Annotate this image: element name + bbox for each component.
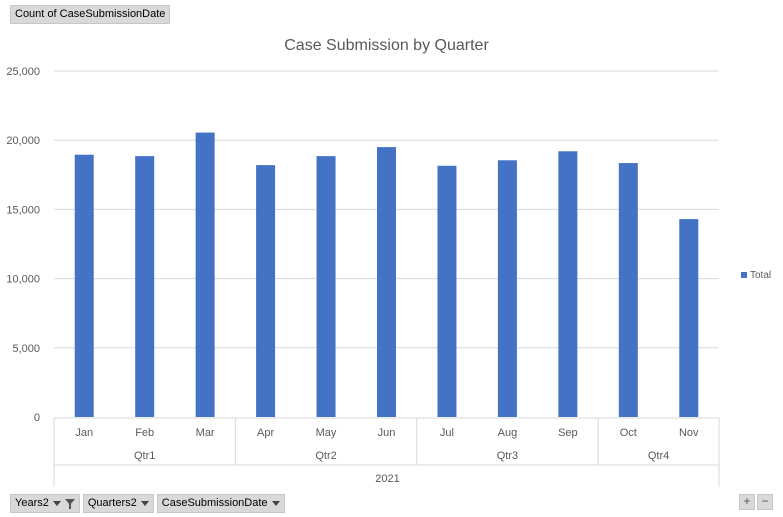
- year-label: 2021: [375, 473, 399, 485]
- quarter-label: Qtr2: [315, 450, 336, 462]
- bar-jul: [437, 165, 457, 417]
- x-tick-label: May: [316, 427, 337, 439]
- bar-nov: [679, 219, 699, 417]
- date-field-label: CaseSubmissionDate: [161, 497, 268, 509]
- y-tick-label: 10,000: [6, 274, 40, 286]
- y-tick-label: 15,000: [6, 204, 40, 216]
- bar-oct: [618, 163, 638, 417]
- x-tick-label: Aug: [498, 427, 518, 439]
- years-field-button[interactable]: Years2: [10, 494, 80, 513]
- quarter-label: Qtr1: [134, 450, 155, 462]
- bar-aug: [497, 160, 517, 417]
- filter-icon: [64, 498, 75, 509]
- zoom-controls: + −: [739, 494, 773, 510]
- legend: Total: [741, 270, 771, 281]
- x-tick-label: Jul: [440, 427, 454, 439]
- legend-swatch: [741, 272, 747, 278]
- x-tick-label: Jan: [75, 427, 93, 439]
- axis-field-buttons: Years2 Quarters2 CaseSubmissionDate: [10, 494, 285, 513]
- x-tick-label: Apr: [257, 427, 274, 439]
- collapse-button[interactable]: −: [757, 494, 773, 510]
- y-tick-label: 25,000: [6, 66, 40, 78]
- quarter-label: Qtr3: [497, 450, 518, 462]
- quarters-field-button[interactable]: Quarters2: [82, 494, 154, 513]
- chart-title: Case Submission by Quarter: [284, 37, 489, 54]
- value-field-label: Count of CaseSubmissionDate: [15, 8, 166, 20]
- date-field-button[interactable]: CaseSubmissionDate: [156, 494, 285, 513]
- bar-feb: [135, 156, 155, 417]
- x-tick-label: Oct: [620, 427, 637, 439]
- legend-label: Total: [750, 270, 771, 281]
- dropdown-arrow-icon: [271, 501, 280, 506]
- x-tick-label: Feb: [135, 427, 154, 439]
- x-tick-label: Jun: [378, 427, 396, 439]
- x-tick-label: Sep: [558, 427, 578, 439]
- bar-may: [316, 156, 336, 417]
- dropdown-arrow-icon: [52, 501, 61, 506]
- bar-jun: [377, 147, 396, 417]
- bar-series: [74, 132, 699, 417]
- bar-mar: [195, 132, 215, 417]
- years-field-label: Years2: [15, 497, 49, 509]
- y-tick-label: 0: [34, 412, 40, 424]
- expand-button[interactable]: +: [739, 494, 755, 510]
- dropdown-arrow-icon: [140, 501, 149, 506]
- bar-sep: [558, 151, 578, 417]
- bar-apr: [256, 165, 276, 417]
- quarter-label: Qtr4: [648, 450, 669, 462]
- x-axis: Jan Feb Mar Apr May Jun Jul Aug Sep Oct Nov Qtr1 Qtr…: [53, 417, 720, 487]
- x-tick-label: Nov: [679, 427, 699, 439]
- value-field-button[interactable]: Count of CaseSubmissionDate: [10, 5, 171, 24]
- x-tick-label: Mar: [196, 427, 215, 439]
- bar-jan: [74, 154, 94, 417]
- quarters-field-label: Quarters2: [87, 497, 137, 509]
- y-tick-label: 20,000: [6, 135, 40, 147]
- y-tick-label: 5,000: [12, 343, 40, 355]
- y-axis: 0 5,000 10,000 15,000 20,000 25,000: [6, 66, 40, 424]
